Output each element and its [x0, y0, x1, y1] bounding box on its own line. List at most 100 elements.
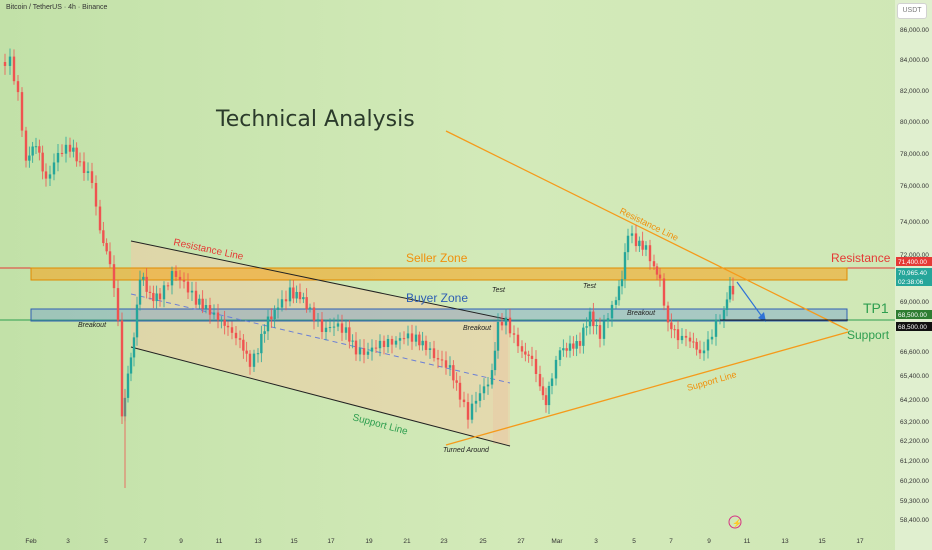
candle-body: [474, 400, 478, 404]
candle-body: [598, 325, 602, 339]
candle-body: [680, 335, 684, 341]
price-tick-label: 63,200.00: [900, 419, 929, 426]
candle-body: [90, 171, 94, 183]
candle-body: [534, 358, 538, 374]
currency-button[interactable]: USDT: [897, 3, 927, 19]
time-tick-label: 11: [216, 538, 223, 545]
candle-body: [158, 293, 162, 300]
candle-body: [538, 373, 542, 387]
price-tick-label: 59,300.00: [900, 498, 929, 505]
candle-body: [234, 332, 238, 339]
candle-body: [248, 353, 252, 367]
candle-body: [554, 359, 558, 379]
candle-body: [728, 285, 732, 300]
candle-body: [592, 311, 595, 327]
candle-body: [378, 340, 382, 349]
candle-body: [204, 305, 208, 309]
candle-body: [152, 292, 155, 302]
candle-body: [568, 343, 572, 351]
price-tick-label: 76,000.00: [900, 183, 929, 190]
breakout-label-1: Breakout: [78, 322, 107, 329]
candle-body: [132, 337, 136, 358]
candle-body: [340, 323, 344, 333]
time-tick-label: 7: [143, 538, 147, 545]
candle-body: [102, 230, 105, 244]
candle-body: [245, 350, 248, 354]
candle-body: [220, 319, 223, 321]
price-tag-bg: [896, 257, 932, 266]
candle-body: [527, 354, 530, 356]
time-tick-label: 15: [290, 538, 298, 545]
flash-icon[interactable]: [728, 515, 742, 529]
candle-body: [201, 298, 204, 309]
candle-body: [3, 62, 7, 66]
candle-body: [725, 299, 729, 311]
candle-body: [410, 333, 414, 342]
channel-top-line: [130, 240, 511, 321]
candle-body: [354, 340, 358, 355]
candle-body: [226, 325, 230, 328]
candle-body: [120, 320, 124, 417]
candle-body: [620, 279, 624, 287]
candle-body: [496, 322, 500, 351]
candle-body: [676, 329, 680, 341]
candle-body: [78, 161, 82, 163]
candle-body: [366, 351, 370, 355]
candle-body: [706, 339, 710, 351]
candle-body: [418, 334, 421, 346]
candle-body: [382, 340, 386, 348]
candle-body: [190, 290, 194, 293]
candle-body: [486, 384, 490, 387]
price-tick-label: 86,000.00: [900, 27, 929, 34]
candle-body: [276, 307, 280, 310]
candle-body: [641, 240, 644, 250]
price-tag-bg: [896, 310, 932, 319]
price-tag-bg: [896, 268, 932, 277]
candle-body: [582, 327, 585, 346]
candle-body: [386, 338, 390, 348]
candle-body: [578, 341, 582, 346]
candle-body: [288, 287, 292, 302]
candle-body: [148, 291, 152, 293]
candle-body: [550, 378, 554, 386]
candle-body: [666, 305, 670, 323]
candle-body: [575, 341, 578, 349]
candle-body: [630, 233, 634, 236]
price-axis: 86,000.00 84,000.00 82,000.00 80,000.00 78,0…: [900, 27, 929, 524]
candle-body: [516, 334, 520, 347]
candle-body: [440, 359, 444, 361]
candle-body: [606, 318, 610, 322]
candle-body: [223, 319, 226, 326]
time-tick-label: 17: [327, 538, 335, 545]
candle-body: [673, 329, 676, 331]
candle-body: [20, 92, 24, 131]
price-tick-label: 61,200.00: [900, 458, 929, 465]
time-tick-label: 5: [104, 538, 108, 545]
candle-body: [558, 350, 562, 360]
candle-body: [731, 285, 735, 295]
candle-body: [648, 245, 652, 262]
candle-body: [298, 291, 302, 300]
time-tick-label: 17: [856, 538, 864, 545]
time-tick-label: 15: [818, 538, 826, 545]
candle-body: [305, 297, 308, 310]
support-label: Support: [847, 328, 890, 342]
candle-body: [500, 322, 504, 326]
right-panel-shade: [493, 316, 508, 444]
candle-body: [94, 182, 98, 207]
candle-body: [541, 386, 545, 396]
chart-title: Technical Analysis: [215, 107, 415, 132]
candle-body: [638, 240, 641, 247]
candle-body: [670, 322, 673, 330]
price-tag-label: 70,965.40: [898, 270, 927, 277]
candle-body: [256, 353, 260, 355]
time-tick-label: Feb: [25, 538, 37, 545]
price-tag-label: 71,400.00: [898, 259, 927, 266]
candle-body: [126, 373, 130, 398]
candle-body: [24, 130, 28, 161]
price-tick-label: 65,400.00: [900, 373, 929, 380]
candle-body: [216, 312, 220, 320]
candle-body: [482, 386, 486, 394]
candle-body: [493, 350, 497, 371]
candle-body: [617, 286, 621, 301]
